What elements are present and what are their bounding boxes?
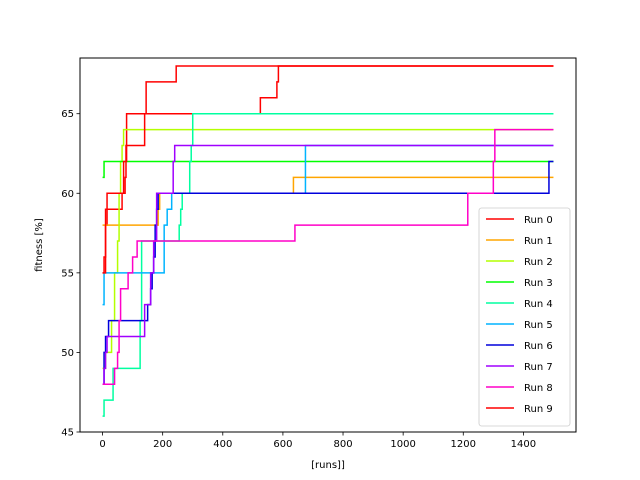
y-tick-label: 60 xyxy=(61,189,74,200)
x-tick-label: 400 xyxy=(213,439,232,450)
legend-entry-label: Run 7 xyxy=(524,362,553,373)
x-tick-label: 0 xyxy=(99,439,105,450)
x-tick-label: 600 xyxy=(273,439,292,450)
x-tick-label: 200 xyxy=(153,439,172,450)
series-line-run-4 xyxy=(102,112,554,417)
series-line-run-7 xyxy=(102,144,554,386)
series-line-run-1 xyxy=(102,176,554,226)
legend-frame xyxy=(478,207,571,427)
legend-entry-label: Run 9 xyxy=(524,404,553,415)
legend-entry-label: Run 0 xyxy=(524,215,553,226)
series-line-run-6 xyxy=(102,160,554,386)
legend-entry-label: Run 3 xyxy=(524,278,553,289)
legend-entry-label: Run 8 xyxy=(524,383,553,394)
series-line-run-8 xyxy=(102,128,554,386)
y-axis-ticks: 45 50 55 60 65 xyxy=(61,109,80,439)
legend-entry-label: Run 4 xyxy=(524,299,553,310)
y-tick-label: 50 xyxy=(61,348,74,359)
y-tick-label: 45 xyxy=(61,428,74,439)
x-axis-label: [runs]] xyxy=(311,460,345,471)
y-tick-label: 65 xyxy=(61,109,74,120)
series-line-run-9 xyxy=(102,65,554,274)
legend-entry-label: Run 2 xyxy=(524,257,553,268)
legend: Run 0 Run 1 Run 2 Run 3 Run 4 Run 5 Run 6 Run 7… xyxy=(478,207,571,427)
series-line-run-2 xyxy=(102,128,554,370)
x-tick-label: 800 xyxy=(333,439,352,450)
x-axis-ticks: 0 200 400 600 800 1000 1200 1400 xyxy=(99,432,536,450)
x-tick-label: 1400 xyxy=(511,439,536,450)
plot-frame xyxy=(79,57,577,433)
y-tick-label: 55 xyxy=(61,268,74,279)
x-tick-label: 1000 xyxy=(390,439,415,450)
y-axis-label: fitness [%] xyxy=(34,218,45,272)
series-line-run-3 xyxy=(102,160,554,179)
legend-entry-label: Run 6 xyxy=(524,341,553,352)
legend-entry-label: Run 1 xyxy=(524,236,553,247)
legend-entry-label: Run 5 xyxy=(524,320,553,331)
plot-series xyxy=(102,65,554,417)
x-tick-label: 1200 xyxy=(451,439,476,450)
